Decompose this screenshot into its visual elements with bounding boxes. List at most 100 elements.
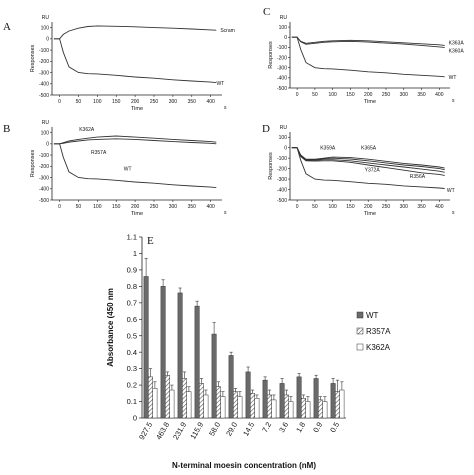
bar-k362a [237, 396, 243, 419]
y-tick-label: -300 [39, 175, 49, 181]
bar-k362a [288, 401, 294, 419]
x-tick-label: 400 [206, 99, 215, 105]
unit-label: RU [280, 15, 288, 21]
x-axis-unit: s [452, 210, 455, 216]
bar-r357a [233, 391, 238, 419]
y-tick-label: 0 [284, 35, 287, 41]
x-tick-label: 400 [435, 92, 444, 98]
y-axis-title: Responses [30, 149, 36, 177]
x-tick-label: 150 [112, 204, 121, 210]
series-label: WT [124, 167, 132, 173]
y-tick-label: 0.4 [127, 348, 137, 357]
series-line-wt [53, 143, 217, 189]
y-tick-label: 0 [46, 142, 49, 148]
y-tick-label: 0.5 [127, 331, 137, 340]
x-axis-unit: s [224, 210, 227, 216]
series-label: K363A [449, 40, 465, 46]
bar-r357a [199, 383, 204, 419]
x-tick-label: 100 [93, 204, 102, 210]
bar-r357a [284, 394, 289, 419]
y-tick-label: -100 [39, 153, 49, 159]
y-tick-label: 0.2 [127, 381, 137, 390]
unit-label: RU [42, 15, 50, 21]
bar-r357a [267, 394, 272, 419]
series-line-wt [53, 38, 217, 84]
x-tick-label: 400 [206, 204, 215, 210]
y-tick-label: 1.1 [127, 233, 137, 242]
y-axis-title: Responses [30, 44, 36, 72]
y-tick-label: 0.1 [127, 397, 137, 406]
y-tick-label: -300 [39, 70, 49, 76]
x-axis-title: Time [131, 106, 143, 112]
x-axis-title: Time [364, 211, 376, 217]
x-tick-label: 3.6 [277, 421, 290, 435]
bar-k362a [305, 401, 311, 419]
legend-swatch-r357a [356, 327, 364, 335]
x-tick-label: 250 [150, 99, 159, 105]
x-tick-label: 14.5 [241, 421, 256, 438]
bar-wt [194, 305, 200, 419]
bar-wt [211, 333, 217, 419]
series-line-r357a [53, 138, 217, 145]
x-tick-label: 7.2 [260, 421, 273, 435]
x-tick-label: 100 [328, 92, 337, 98]
y-tick-label: -200 [39, 164, 49, 170]
y-tick-label: 100 [279, 135, 288, 141]
x-tick-label: 115.9 [188, 421, 205, 441]
series-label: K359A [320, 145, 336, 151]
x-tick-label: 200 [364, 92, 373, 98]
bar-k362a [186, 391, 192, 419]
x-tick-label: 200 [131, 204, 140, 210]
x-tick-label: 350 [188, 204, 197, 210]
panel-letter: A [3, 21, 11, 33]
bar-r357a [165, 374, 170, 419]
y-axis-title: Responses [268, 41, 274, 69]
y-tick-label: 100 [279, 25, 288, 31]
x-tick-label: 29.0 [224, 421, 239, 438]
series-label: WT [217, 81, 225, 87]
x-tick-label: 400 [435, 204, 444, 210]
x-axis-title: N-terminal moesin concentration (nM) [172, 461, 316, 470]
series-label: K365A [361, 146, 377, 152]
series-label: R356A [410, 174, 426, 180]
x-tick-label: 50 [76, 99, 82, 105]
series-label: Y372A [365, 167, 381, 173]
series-label: K360A [449, 48, 465, 54]
x-axis-unit: s [224, 105, 227, 111]
y-tick-label: -200 [39, 59, 49, 65]
y-axis-title: Absorbance (450 nm [106, 288, 115, 367]
x-axis-unit: s [452, 98, 455, 104]
panel-letter: B [3, 123, 10, 135]
x-tick-label: 250 [382, 92, 391, 98]
y-tick-label: 0.9 [127, 266, 137, 275]
y-tick-label: -500 [39, 93, 49, 99]
x-tick-label: 100 [328, 204, 337, 210]
legend-swatch-k362a [356, 343, 364, 351]
panel-a: A 100 0 -100 -200 -300 -400 -500 0 50 100 150 200 250… [3, 15, 235, 112]
x-tick-label: 0.5 [328, 421, 341, 435]
bar-wt [228, 355, 234, 419]
series-line-scram [53, 25, 217, 40]
bar-r357a [250, 393, 255, 419]
x-tick-label: 58.0 [207, 421, 222, 438]
x-tick-label: 200 [131, 99, 140, 105]
y-tick-label: -400 [277, 76, 287, 82]
series-line-wt [291, 147, 445, 189]
y-tick-label: 0.3 [127, 364, 137, 373]
legend-label: K362A [366, 343, 391, 352]
bar-k362a [322, 401, 328, 419]
series-label: K362A [79, 127, 95, 133]
x-tick-label: 300 [400, 92, 409, 98]
x-tick-label: 200 [364, 204, 373, 210]
legend-label: R357A [366, 327, 391, 336]
bar-wt [245, 371, 251, 419]
bar-k362a [339, 389, 345, 419]
y-tick-label: 0.6 [127, 315, 137, 324]
bar-k362a [254, 398, 260, 419]
y-axis-title: Responses [268, 152, 274, 180]
unit-label: RU [42, 120, 50, 126]
x-axis-title: Time [364, 99, 376, 105]
x-tick-label: 927.5 [137, 421, 154, 442]
